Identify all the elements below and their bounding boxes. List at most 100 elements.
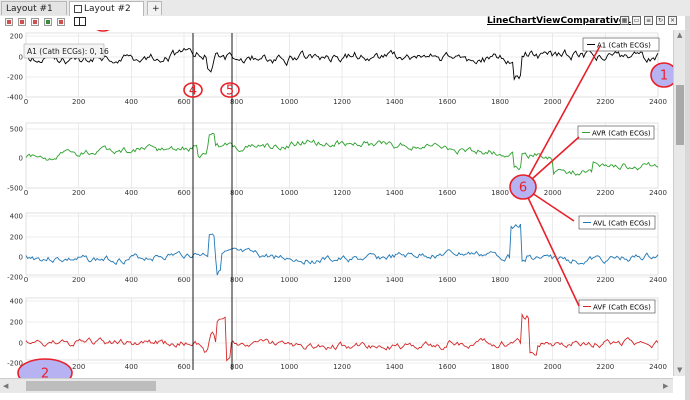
tab-bar: Layout #1× Layout #2× + xyxy=(0,0,690,27)
x-tick-label: 1800 xyxy=(491,189,509,197)
horizontal-scroll-thumb[interactable] xyxy=(26,381,156,391)
tab-layout-1[interactable]: Layout #1× xyxy=(1,1,67,27)
y-tick-label: 0 xyxy=(19,54,23,62)
scroll-left-arrow-icon[interactable]: ◀ xyxy=(3,382,9,390)
x-tick-label: 1400 xyxy=(386,363,404,371)
chart-panel[interactable]: 0200400600800100012001400160018002000220… xyxy=(7,298,667,372)
x-tick-label: 600 xyxy=(177,276,190,284)
scroll-right-arrow-icon[interactable]: ▶ xyxy=(663,382,669,390)
list-icon[interactable]: ≡ xyxy=(644,16,653,25)
add-red-icon[interactable] xyxy=(5,18,13,26)
y-tick-label: -400 xyxy=(7,94,23,102)
x-tick-label: 1800 xyxy=(491,276,509,284)
annotation-arrow xyxy=(522,45,601,188)
annotation-number: 2 xyxy=(41,367,49,382)
x-tick-label: 1200 xyxy=(333,363,351,371)
settings-icon[interactable] xyxy=(57,18,65,26)
x-tick-label: 1600 xyxy=(438,276,456,284)
series-line xyxy=(25,132,659,176)
x-tick-label: 800 xyxy=(230,98,243,106)
x-tick-label: 1000 xyxy=(280,189,298,197)
refresh-icon[interactable]: ↻ xyxy=(656,16,665,25)
x-tick-label: 2000 xyxy=(544,276,562,284)
annotation-number: 6 xyxy=(519,181,527,196)
series-line xyxy=(25,312,659,362)
x-tick-label: 1400 xyxy=(386,276,404,284)
x-tick-label: 800 xyxy=(230,189,243,197)
tab-label: Layout #2 xyxy=(84,4,131,14)
annotation-circle xyxy=(509,174,537,200)
x-tick-label: 600 xyxy=(177,363,190,371)
x-tick-label: 800 xyxy=(230,363,243,371)
x-tick-label: 400 xyxy=(125,276,138,284)
x-tick-label: 1600 xyxy=(438,363,456,371)
x-tick-label: 1000 xyxy=(280,98,298,106)
x-tick-label: 2000 xyxy=(544,363,562,371)
x-tick-label: 1400 xyxy=(386,98,404,106)
close-icon[interactable]: × xyxy=(668,16,677,25)
x-tick-label: 2400 xyxy=(649,276,667,284)
export-icon[interactable] xyxy=(31,18,39,26)
legend: AVF (Cath ECGs) xyxy=(578,299,656,314)
x-tick-label: 1000 xyxy=(280,363,298,371)
horizontal-scrollbar[interactable]: ◀ ▶ xyxy=(0,378,673,393)
x-tick-label: 2200 xyxy=(596,276,614,284)
add-tab-button[interactable]: + xyxy=(147,1,162,15)
x-tick-label: 2400 xyxy=(649,189,667,197)
x-tick-label: 800 xyxy=(230,276,243,284)
x-tick-label: 600 xyxy=(177,98,190,106)
grid-icon[interactable]: ▦ xyxy=(620,16,629,25)
x-tick-label: 1800 xyxy=(491,98,509,106)
x-tick-label: 600 xyxy=(177,189,190,197)
y-tick-label: 400 xyxy=(10,298,23,306)
x-tick-label: 0 xyxy=(24,276,28,284)
legend-label: AVL (Cath ECGs) xyxy=(593,220,651,228)
tab-label: Layout #1 xyxy=(6,4,53,14)
legend-box xyxy=(578,299,656,314)
vertical-scrollbar[interactable]: ▲ ▼ xyxy=(673,30,686,376)
y-tick-label: 0 xyxy=(19,155,23,163)
series-line xyxy=(25,47,659,81)
x-tick-label: 2000 xyxy=(544,189,562,197)
tab-layout-2[interactable]: Layout #2× xyxy=(69,1,144,27)
x-tick-label: 2400 xyxy=(649,98,667,106)
annotation-arrow xyxy=(522,186,580,307)
annotation-marker: 4 xyxy=(183,82,203,99)
y-tick-label: 500 xyxy=(10,126,23,134)
x-tick-label: 400 xyxy=(125,98,138,106)
x-tick-label: 200 xyxy=(72,276,85,284)
annotation-circle xyxy=(183,82,203,98)
legend-box xyxy=(582,37,660,52)
x-tick-label: 1400 xyxy=(386,189,404,197)
chart-area[interactable]: 0 200 400 600 800 1000 1200 1400 1600 1800 2000 220… xyxy=(0,30,690,400)
x-tick-label: 1200 xyxy=(333,276,351,284)
x-tick-label: 2400 xyxy=(649,363,667,371)
y-tick-label: 200 xyxy=(10,234,23,242)
annotation-number: 4 xyxy=(189,84,197,99)
legend: AVR (Cath ECGs) xyxy=(577,125,655,140)
scroll-down-arrow-icon[interactable]: ▼ xyxy=(677,366,683,374)
annotation-circle xyxy=(220,82,240,98)
vertical-scroll-thumb[interactable] xyxy=(676,85,684,145)
legend-box xyxy=(577,125,655,140)
annotation-marker: 3 xyxy=(96,30,110,32)
split-view-icon[interactable] xyxy=(74,17,86,26)
panel-icon[interactable]: ▭ xyxy=(632,16,641,25)
x-tick-label: 1200 xyxy=(333,98,351,106)
x-tick-label: 1200 xyxy=(333,189,351,197)
x-tick-label: 2200 xyxy=(596,189,614,197)
x-tick-label: 400 xyxy=(125,363,138,371)
graph-icon[interactable] xyxy=(44,18,52,26)
y-tick-label: 0 xyxy=(19,340,23,348)
x-tick-label: 200 xyxy=(72,363,85,371)
y-tick-label: -200 xyxy=(7,274,23,282)
annotation-number: 3 xyxy=(99,30,107,32)
legend-label: AVR (Cath ECGs) xyxy=(592,130,651,138)
scroll-up-arrow-icon[interactable]: ▲ xyxy=(677,31,683,39)
remove-red-icon[interactable] xyxy=(18,18,26,26)
y-tick-label: 0 xyxy=(19,254,23,262)
legend-label: AVF (Cath ECGs) xyxy=(593,304,651,312)
